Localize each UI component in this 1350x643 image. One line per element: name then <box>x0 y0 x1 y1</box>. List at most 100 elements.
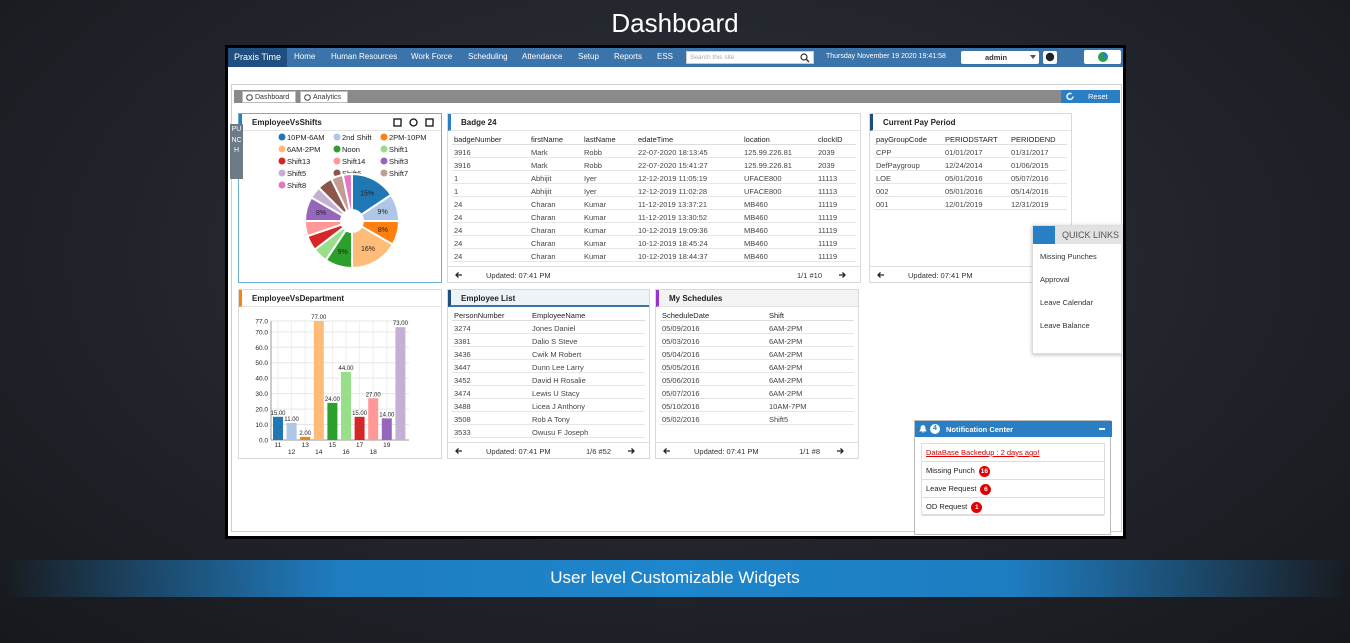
nav-item[interactable]: Human Resources <box>331 52 398 61</box>
table-row[interactable]: 3916 Mark Robb 22-07-2020 15:41:27 125.99.22… <box>452 158 856 171</box>
arrow <box>837 448 844 454</box>
bar-label: 15.00 <box>270 411 286 417</box>
table-row[interactable]: 05/09/2016 6AM-2PM <box>660 321 854 334</box>
table-row[interactable]: 3436 Cwik M Robert <box>452 347 645 360</box>
widget-header: EmployeeVsShifts <box>239 114 441 131</box>
table-cell: 11119 <box>818 200 838 209</box>
table-row[interactable]: 3381 Dalio S Steve <box>452 334 645 347</box>
table-row[interactable]: 3508 Rob A Tony <box>452 412 645 425</box>
table-row[interactable]: 24 Charan Kumar 11-12-2019 13:30:52 MB460 111… <box>452 210 856 223</box>
column-header: payGroupCode <box>876 135 927 144</box>
nav-item[interactable]: Scheduling <box>468 52 508 61</box>
search-icon <box>805 58 810 63</box>
table-row[interactable]: DefPaygroup 12/24/2014 01/06/2015 <box>874 158 1067 171</box>
table-cell: DefPaygroup <box>876 161 920 170</box>
table-row[interactable]: 05/03/2016 6AM-2PM <box>660 334 854 347</box>
notification-item[interactable]: Missing Punch 16 <box>922 462 1104 480</box>
table-cell: 3488 <box>454 402 471 411</box>
user-menu[interactable]: admin <box>961 51 1039 64</box>
nav-item[interactable]: Home <box>294 52 316 61</box>
widget-title: Current Pay Period <box>883 118 956 127</box>
table-row[interactable]: 24 Charan Kumar 10-12-2019 19:09:36 MB460 111… <box>452 223 856 236</box>
table-row[interactable]: 24 Charan Kumar 11-12-2019 13:37:21 MB460 111… <box>452 197 856 210</box>
bar <box>368 398 379 440</box>
tab[interactable]: Analytics <box>300 91 348 103</box>
table-row[interactable]: 3447 Dunn Lee Larry <box>452 360 645 373</box>
table-row[interactable]: 3533 Owusu F Joseph <box>452 425 645 438</box>
table-cell: Charan <box>531 213 556 222</box>
table-cell: 3452 <box>454 376 471 385</box>
table-cell: 002 <box>876 187 889 196</box>
table-cell: 11-12-2019 13:37:21 <box>638 200 708 209</box>
bar-label: 2.00 <box>299 431 311 437</box>
slice-label: 15% <box>360 190 374 197</box>
table-row[interactable]: 3916 Mark Robb 22-07-2020 18:13:45 125.99.22… <box>452 145 856 158</box>
notification-item[interactable]: OD Request 1 <box>922 498 1104 516</box>
collapse-icon[interactable] <box>1099 428 1105 430</box>
icon <box>919 425 927 433</box>
table-cell: 3916 <box>454 161 471 170</box>
bar-label: 77.00 <box>311 315 327 321</box>
table-row[interactable]: 24 Charan Kumar 10-12-2019 18:44:37 MB460 111… <box>452 249 856 262</box>
punch-tab[interactable]: PUNCH <box>230 124 243 179</box>
tab-label: Dashboard <box>255 94 290 101</box>
notification-item[interactable]: Leave Request 6 <box>922 480 1104 498</box>
bar-label: 14.00 <box>379 412 395 418</box>
table-row[interactable]: LOE 05/01/2016 05/07/2016 <box>874 171 1067 184</box>
table-cell: 10-12-2019 18:45:24 <box>638 239 708 248</box>
quick-link[interactable]: Leave Balance <box>1040 321 1090 330</box>
notification-label: OD Request <box>926 502 968 511</box>
widget-title: My Schedules <box>669 294 723 303</box>
quick-link[interactable]: Missing Punches <box>1040 252 1097 261</box>
tab[interactable]: Dashboard <box>242 91 296 103</box>
updated-time: Updated: 07:41 PM <box>486 447 551 456</box>
table-cell: 05/03/2016 <box>662 337 700 346</box>
table-row[interactable]: CPP 01/01/2017 01/31/2017 <box>874 145 1067 158</box>
nav-item[interactable]: Attendance <box>522 52 563 61</box>
y-tick-label: 60.0 <box>255 345 268 352</box>
table-cell: 125.99.226.81 <box>744 148 792 157</box>
table-row[interactable]: 001 12/01/2019 12/31/2019 <box>874 197 1067 210</box>
updated-time: Updated: 07:41 PM <box>694 447 759 456</box>
table-row[interactable]: 3474 Lewis U Stacy <box>452 386 645 399</box>
table-row[interactable]: 05/02/2016 Shift5 <box>660 412 854 425</box>
table-cell: Licea J Anthony <box>532 402 585 411</box>
table-row[interactable]: 1 Abhijit Iyer 12-12-2019 11:05:19 UFACE800 1… <box>452 171 856 184</box>
table-row[interactable]: 24 Charan Kumar 10-12-2019 18:45:24 MB460 111… <box>452 236 856 249</box>
nav-item[interactable]: Work Force <box>411 52 453 61</box>
table-row[interactable]: 1 Abhijit Iyer 12-12-2019 11:02:28 UFACE800 1… <box>452 184 856 197</box>
quick-links-header <box>1033 226 1123 244</box>
table-row[interactable]: 3488 Licea J Anthony <box>452 399 645 412</box>
table-row[interactable]: 05/06/2016 6AM-2PM <box>660 373 854 386</box>
notification-label: Missing Punch <box>926 466 975 475</box>
nav-item[interactable]: Reports <box>614 52 643 61</box>
table-row[interactable]: 05/04/2016 6AM-2PM <box>660 347 854 360</box>
widget: Employee List PersonNumber EmployeeName 327… <box>447 289 650 459</box>
reset-button[interactable]: Reset <box>1061 90 1120 103</box>
table-cell: 6AM-2PM <box>769 376 803 385</box>
widget-title: EmployeeVsDepartment <box>252 294 345 303</box>
table-row[interactable]: 05/10/2016 10AM-7PM <box>660 399 854 412</box>
table-cell: 05/14/2016 <box>1011 187 1049 196</box>
quick-link[interactable]: Leave Calendar <box>1040 298 1093 307</box>
notification-item[interactable]: DataBase Backedup : 2 days ago! <box>922 444 1104 462</box>
arrow <box>628 448 635 454</box>
table-row[interactable]: 05/05/2016 6AM-2PM <box>660 360 854 373</box>
table-row[interactable]: 002 05/01/2016 05/14/2016 <box>874 184 1067 197</box>
pager: 1/6 #52 <box>585 447 611 456</box>
quick-link[interactable]: Approval <box>1040 275 1070 284</box>
table-row[interactable]: 3274 Jones Daniel <box>452 321 645 334</box>
table-row[interactable]: 3452 David H Rosalie <box>452 373 645 386</box>
table-cell: 2039 <box>818 148 835 157</box>
table-cell: 6AM-2PM <box>769 350 803 359</box>
table-header: payGroupCode PERIODSTART PERIODEND <box>874 132 1067 145</box>
table-row[interactable]: 05/07/2016 6AM-2PM <box>660 386 854 399</box>
nav-item[interactable]: ESS <box>657 52 674 61</box>
nav-item[interactable]: Setup <box>578 52 599 61</box>
column-header: PersonNumber <box>454 311 505 320</box>
table-cell: 6AM-2PM <box>769 337 803 346</box>
notification-badge: 16 <box>978 466 991 477</box>
table-cell: 24 <box>454 252 463 261</box>
pager-arrow <box>877 272 884 278</box>
search-box[interactable]: Search this site <box>686 51 814 64</box>
